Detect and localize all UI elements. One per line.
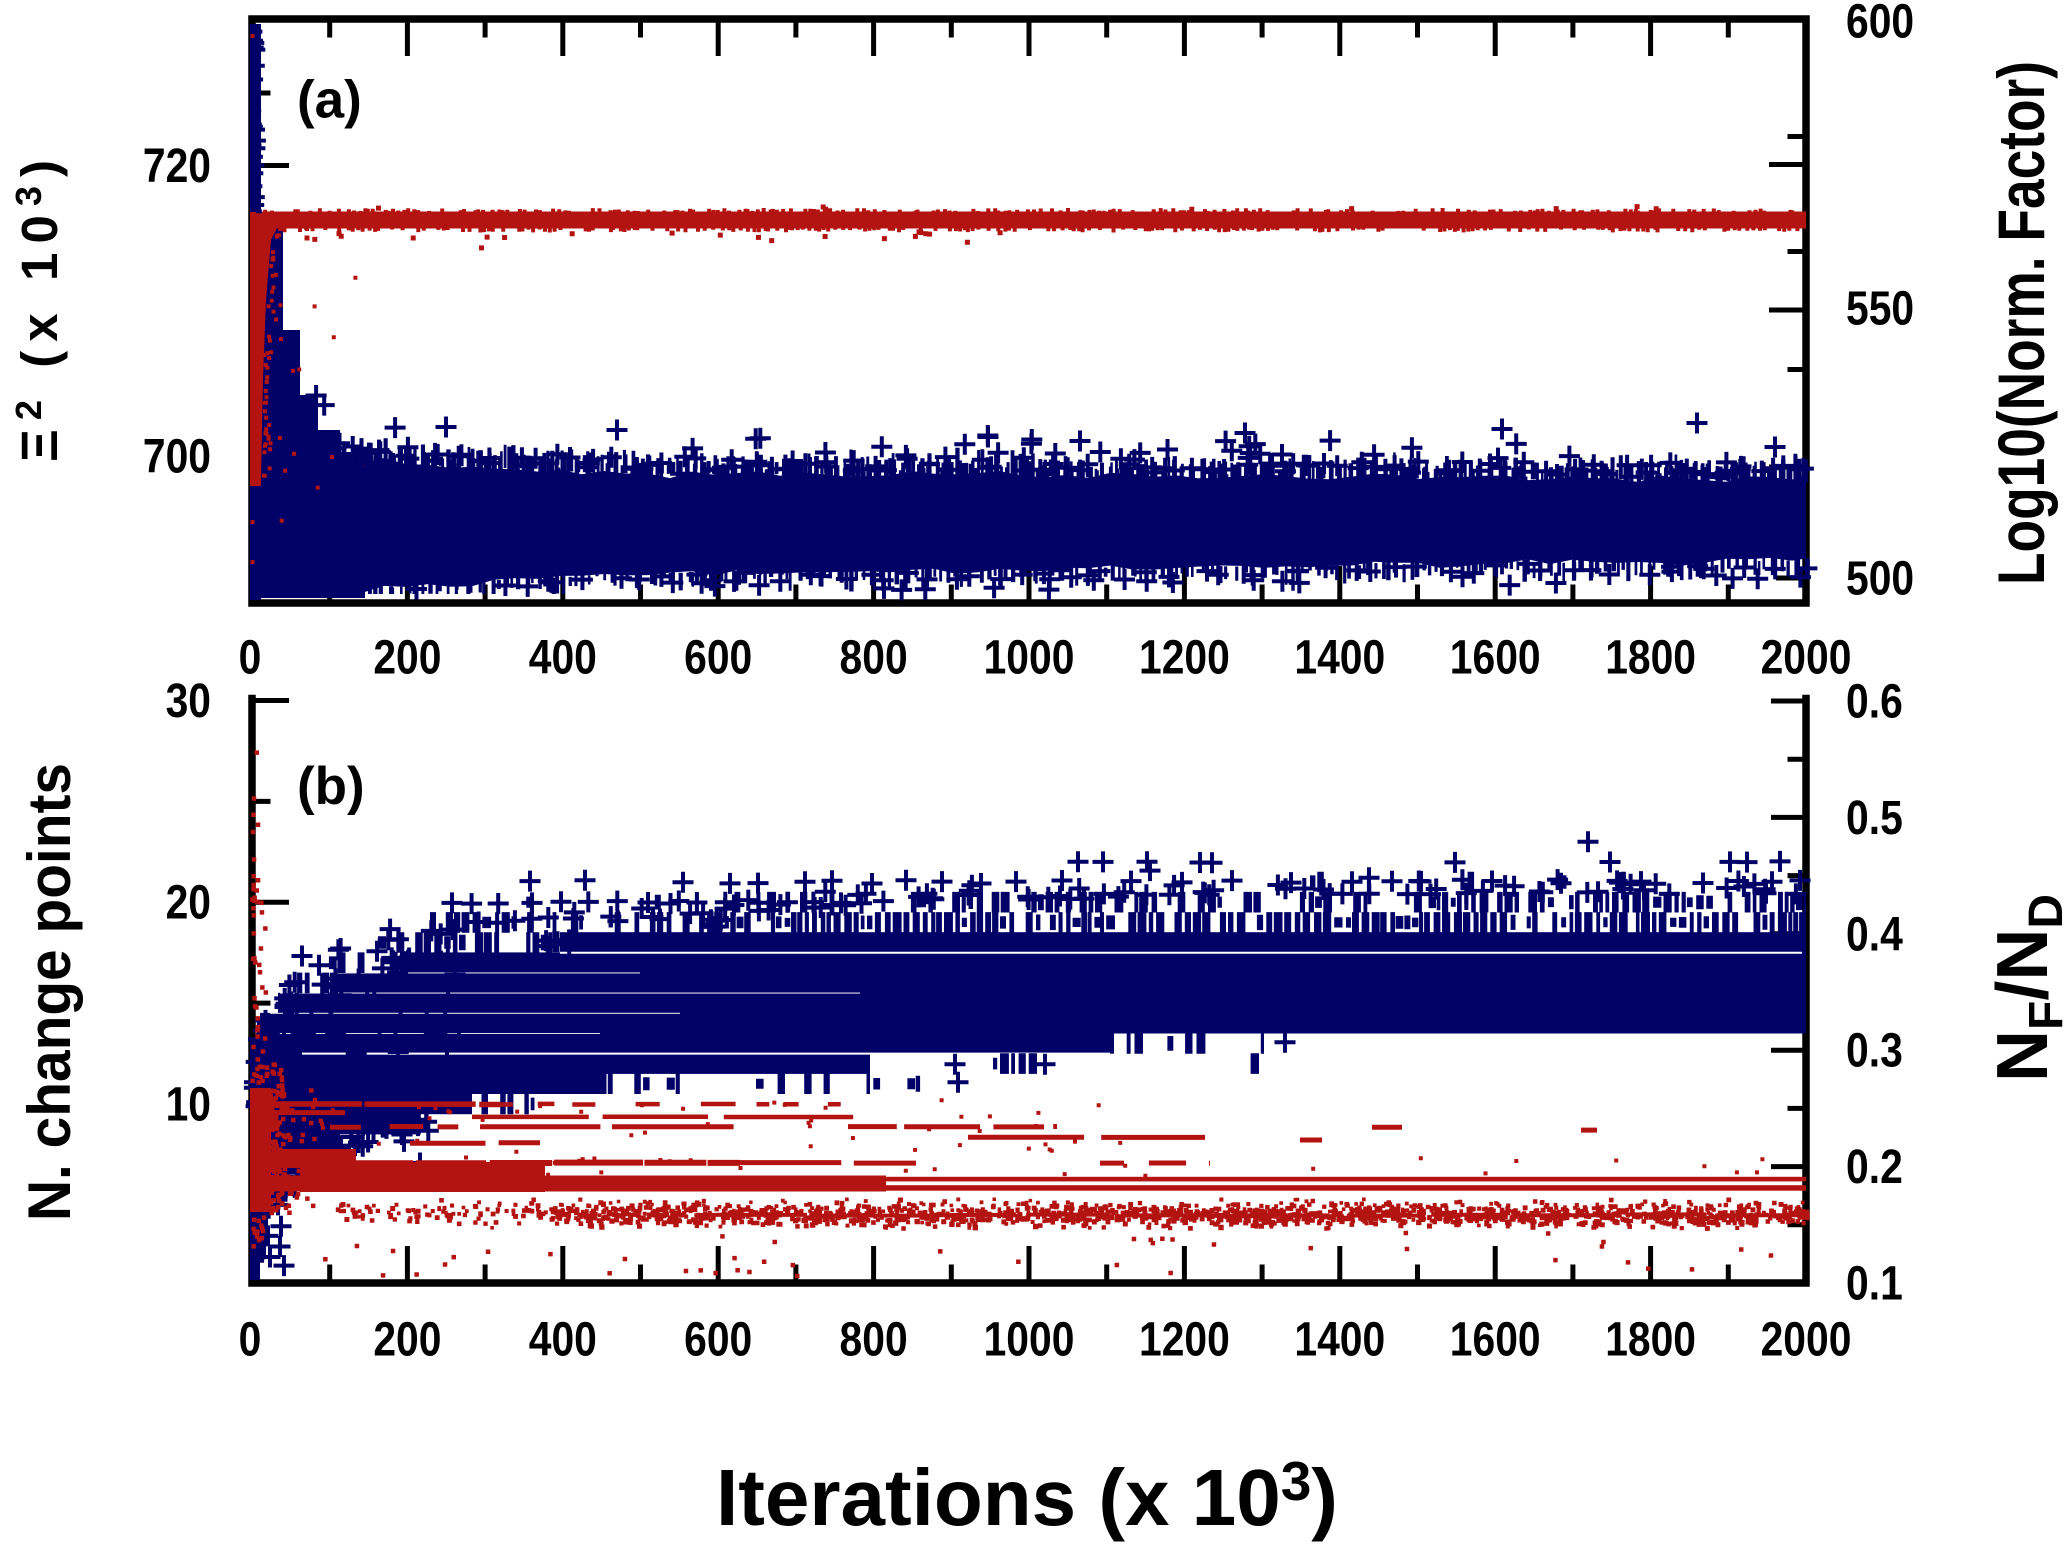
svg-text:0.3: 0.3 [1846,1025,1903,1078]
svg-text:1200: 1200 [1139,1314,1230,1367]
svg-text:600: 600 [1846,0,1914,49]
svg-text:600: 600 [684,632,752,685]
svg-text:600: 600 [684,1314,752,1367]
svg-text:(b): (b) [297,757,365,816]
svg-text:200: 200 [373,632,441,685]
svg-text:20: 20 [166,877,211,930]
svg-text:0: 0 [239,1314,262,1367]
svg-text:500: 500 [1846,553,1914,606]
svg-text:1800: 1800 [1605,632,1696,685]
svg-text:2000: 2000 [1761,1314,1852,1367]
svg-text:1600: 1600 [1450,1314,1541,1367]
svg-text:550: 550 [1846,283,1914,336]
svg-text:30: 30 [166,675,211,728]
svg-text:720: 720 [143,140,211,193]
svg-text:10: 10 [166,1078,211,1131]
svg-text:1800: 1800 [1605,1314,1696,1367]
svg-text:800: 800 [840,1314,908,1367]
svg-text:400: 400 [529,1314,597,1367]
svg-text:2000: 2000 [1761,632,1852,685]
svg-text:0.2: 0.2 [1846,1141,1903,1194]
svg-text:0.6: 0.6 [1846,676,1903,729]
svg-text:200: 200 [373,1314,441,1367]
svg-text:Log10(Norm. Factor): Log10(Norm. Factor) [1984,61,2058,585]
svg-text:1400: 1400 [1294,1314,1385,1367]
svg-text:N. change points: N. change points [16,763,83,1221]
svg-text:1400: 1400 [1294,632,1385,685]
svg-text:0.5: 0.5 [1846,792,1903,845]
svg-text:0: 0 [239,632,262,685]
svg-text:1000: 1000 [984,1314,1075,1367]
svg-text:1000: 1000 [984,632,1075,685]
svg-text:1600: 1600 [1450,632,1541,685]
svg-text:Iterations (x 103): Iterations (x 103) [716,1450,1338,1542]
svg-text:0.1: 0.1 [1846,1258,1903,1311]
svg-text:(a): (a) [297,71,362,130]
svg-text:0.4: 0.4 [1846,908,1903,961]
svg-text:1200: 1200 [1139,632,1230,685]
svg-text:800: 800 [840,632,908,685]
svg-text:400: 400 [529,632,597,685]
svg-text:700: 700 [143,431,211,484]
